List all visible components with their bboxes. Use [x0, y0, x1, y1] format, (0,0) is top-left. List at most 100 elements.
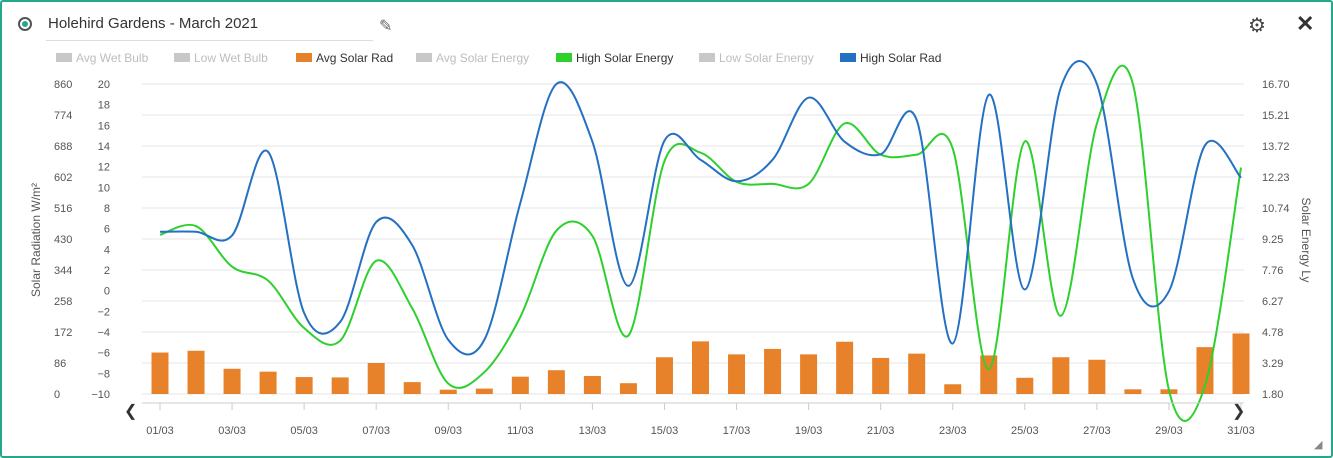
x-tick-label: 17/03	[723, 425, 751, 437]
y-right-tick-label: 12.23	[1262, 172, 1290, 184]
y-mid-tick-label: −4	[97, 327, 110, 339]
x-tick-label: 23/03	[939, 425, 967, 437]
gear-icon[interactable]: ⚙	[1248, 15, 1266, 37]
bar-avg-solar-rad	[223, 368, 241, 394]
y-left-tick-label: 344	[54, 265, 72, 277]
bar-avg-solar-rad	[728, 354, 746, 394]
bar-avg-solar-rad	[547, 370, 565, 394]
x-tick-label: 03/03	[218, 425, 246, 437]
legend-item[interactable]: Avg Solar Energy	[436, 51, 529, 65]
y-right-tick-label: 4.78	[1262, 327, 1283, 339]
y-mid-tick-label: 16	[98, 120, 110, 132]
y-left-tick-label: 258	[54, 296, 72, 308]
y-mid-tick-label: 8	[104, 203, 110, 215]
pencil-icon[interactable]: ✎	[379, 18, 393, 35]
x-tick-label: 05/03	[290, 425, 318, 437]
x-tick-label: 15/03	[651, 425, 679, 437]
x-tick-label: 11/03	[507, 425, 534, 437]
y-axis-left-label: Solar Radiation W/m²	[29, 183, 43, 297]
y-right-tick-label: 1.80	[1262, 389, 1283, 401]
x-tick-label: 27/03	[1083, 425, 1111, 437]
bar-avg-solar-rad	[583, 375, 601, 394]
legend-item[interactable]: High Solar Energy	[576, 51, 673, 65]
y-mid-tick-label: 14	[98, 141, 110, 153]
legend-item[interactable]: High Solar Rad	[860, 51, 941, 65]
bar-avg-solar-rad	[151, 352, 169, 394]
x-tick-label: 31/03	[1227, 425, 1255, 437]
x-tick-label: 19/03	[795, 425, 823, 437]
legend-item[interactable]: Avg Wet Bulb	[76, 51, 149, 65]
scroll-left-icon[interactable]: ❮	[124, 403, 137, 420]
y-left-tick-label: 0	[54, 389, 60, 401]
legend-item[interactable]: Low Solar Energy	[719, 51, 814, 65]
y-left-tick-label: 602	[54, 172, 72, 184]
x-tick-label: 07/03	[362, 425, 390, 437]
bar-avg-solar-rad	[331, 377, 349, 394]
bar-avg-solar-rad	[980, 355, 998, 394]
bar-avg-solar-rad	[295, 377, 313, 394]
bar-avg-solar-rad	[944, 384, 962, 394]
bar-avg-solar-rad	[1088, 359, 1106, 394]
bar-avg-solar-rad	[655, 357, 673, 394]
bar-avg-solar-rad	[692, 341, 709, 394]
y-mid-tick-label: 12	[98, 162, 110, 174]
x-tick-label: 21/03	[867, 425, 895, 437]
y-mid-tick-label: 6	[104, 224, 110, 236]
y-mid-tick-label: −8	[97, 368, 110, 380]
y-mid-tick-label: 0	[104, 286, 110, 298]
resize-handle-icon[interactable]: ◢	[1314, 439, 1323, 451]
y-left-tick-label: 516	[54, 203, 72, 215]
radio-status-icon[interactable]	[18, 17, 32, 31]
y-left-tick-label: 86	[54, 358, 66, 370]
y-left-tick-label: 774	[54, 110, 72, 122]
y-right-tick-label: 15.21	[1262, 110, 1290, 122]
title-underline	[46, 40, 373, 41]
bar-series-avg-solar-rad	[151, 333, 1250, 394]
close-icon[interactable]: ✕	[1296, 11, 1315, 36]
x-tick-label: 29/03	[1155, 425, 1183, 437]
y-right-tick-label: 6.27	[1262, 296, 1283, 308]
legend-swatch	[296, 53, 312, 62]
y-right-tick-label: 16.70	[1262, 79, 1290, 91]
legend-swatch	[699, 53, 715, 62]
bar-avg-solar-rad	[1016, 377, 1034, 394]
y-right-tick-label: 13.72	[1262, 141, 1290, 153]
line-series	[159, 60, 1242, 422]
legend-item[interactable]: Low Wet Bulb	[194, 51, 268, 65]
bar-avg-solar-rad	[1196, 347, 1214, 394]
scroll-right-icon[interactable]: ❯	[1232, 403, 1245, 420]
y-mid-tick-label: 4	[104, 244, 110, 256]
bar-avg-solar-rad	[511, 376, 529, 394]
y-left-tick-label: 430	[54, 234, 72, 246]
bar-avg-solar-rad	[800, 354, 818, 394]
y-mid-tick-label: 20	[98, 79, 110, 91]
x-tick-label: 01/03	[146, 425, 174, 437]
y-mid-tick-label: 10	[98, 182, 110, 194]
bar-avg-solar-rad	[764, 348, 782, 394]
bar-avg-solar-rad	[403, 382, 421, 394]
legend-swatch	[556, 53, 572, 62]
bar-avg-solar-rad	[259, 371, 277, 394]
y-right-tick-label: 3.29	[1262, 358, 1283, 370]
widget-title[interactable]: Holehird Gardens - March 2021	[48, 15, 259, 32]
bar-avg-solar-rad	[619, 383, 637, 394]
y-mid-tick-label: −6	[97, 348, 110, 360]
y-right-tick-label: 9.25	[1262, 234, 1283, 246]
y-left-tick-label: 860	[54, 79, 72, 91]
y-axis-right-label: Solar Energy Ly	[1299, 198, 1313, 283]
y-mid-tick-label: 18	[98, 100, 110, 112]
bar-avg-solar-rad	[1052, 357, 1070, 394]
legend-item[interactable]: Avg Solar Rad	[316, 51, 393, 65]
y-right-tick-label: 7.76	[1262, 265, 1283, 277]
y-mid-tick-label: 2	[104, 265, 110, 277]
bar-avg-solar-rad	[1232, 333, 1250, 394]
x-tick-label: 13/03	[579, 425, 607, 437]
y-axis-right: 16.70 15.21 13.72 12.23 10.74 9.25 7.76 6.27 4.7…	[1262, 79, 1290, 401]
y-left-tick-label: 172	[54, 327, 72, 339]
x-axis: 01/03 03/03 05/03 07/03 09/03 11/03 13/03 15/03…	[142, 402, 1255, 437]
bar-avg-solar-rad	[1124, 389, 1142, 394]
bar-avg-solar-rad	[872, 357, 890, 394]
